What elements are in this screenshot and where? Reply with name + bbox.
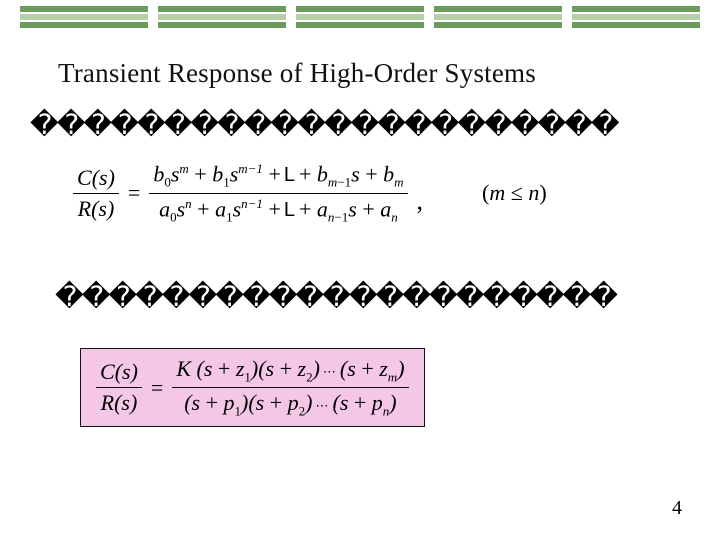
eq2-highlight-box: C(s) R(s) = K (s + z1)(s + z2)⋯(s + zm) …	[80, 348, 425, 428]
eq1-rhs-den: a0sn + a1sn−1 +L+ an−1s + an	[155, 195, 402, 227]
slide-title: Transient Response of High-Order Systems	[58, 58, 536, 89]
eq2-rhs-den: (s + p1)(s + p2)⋯(s + pn)	[180, 389, 400, 420]
stripe-bar	[572, 14, 700, 20]
stripe-bar	[158, 22, 286, 28]
header-stripe	[572, 6, 700, 40]
stripe-bar	[158, 14, 286, 20]
equation-1: C(s) R(s) = b0sm + b1sm−1 +L+ bm−1s + bm…	[70, 160, 670, 260]
stripe-bar	[296, 6, 424, 12]
eq1-rhs-num: b0sm + b1sm−1 +L+ bm−1s + bm	[149, 160, 407, 192]
page-number: 4	[672, 497, 682, 520]
header-stripe	[20, 6, 148, 40]
trailing-comma: ,	[417, 186, 424, 226]
stripe-bar	[434, 22, 562, 28]
stripe-bar	[434, 6, 562, 12]
slide-page: Transient Response of High-Order Systems…	[0, 0, 720, 540]
equation-2: C(s) R(s) = K (s + z1)(s + z2)⋯(s + zm) …	[80, 340, 425, 435]
stripe-bar	[296, 14, 424, 20]
eq1-lhs-num: C(s)	[77, 165, 115, 190]
header-stripe	[434, 6, 562, 40]
stripe-bar	[572, 22, 700, 28]
equals-sign: =	[151, 375, 163, 401]
header-stripe	[296, 6, 424, 40]
missing-glyph-row-2: ���������������������	[55, 280, 710, 314]
stripe-bar	[20, 22, 148, 28]
missing-glyph-row-1: ����������������������	[30, 108, 710, 142]
stripe-bar	[434, 14, 562, 20]
header-stripe	[158, 6, 286, 40]
eq2-rhs-fraction: K (s + z1)(s + z2)⋯(s + zm) (s + p1)(s +…	[172, 355, 408, 421]
stripe-bar	[296, 22, 424, 28]
stripe-bar	[20, 14, 148, 20]
header-stripe-row	[20, 6, 700, 40]
eq1-rhs-fraction: b0sm + b1sm−1 +L+ bm−1s + bm a0sn + a1sn…	[149, 160, 407, 226]
eq1-lhs-den: R(s)	[78, 196, 115, 221]
equals-sign: =	[128, 180, 140, 206]
eq2-rhs-num: K (s + z1)(s + z2)⋯(s + zm)	[172, 355, 408, 386]
eq2-lhs-fraction: C(s) R(s)	[96, 358, 142, 417]
stripe-bar	[572, 6, 700, 12]
eq1-condition: (m ≤ n)	[482, 180, 547, 206]
stripe-bar	[158, 6, 286, 12]
eq1-lhs-fraction: C(s) R(s)	[73, 164, 119, 223]
stripe-bar	[20, 6, 148, 12]
